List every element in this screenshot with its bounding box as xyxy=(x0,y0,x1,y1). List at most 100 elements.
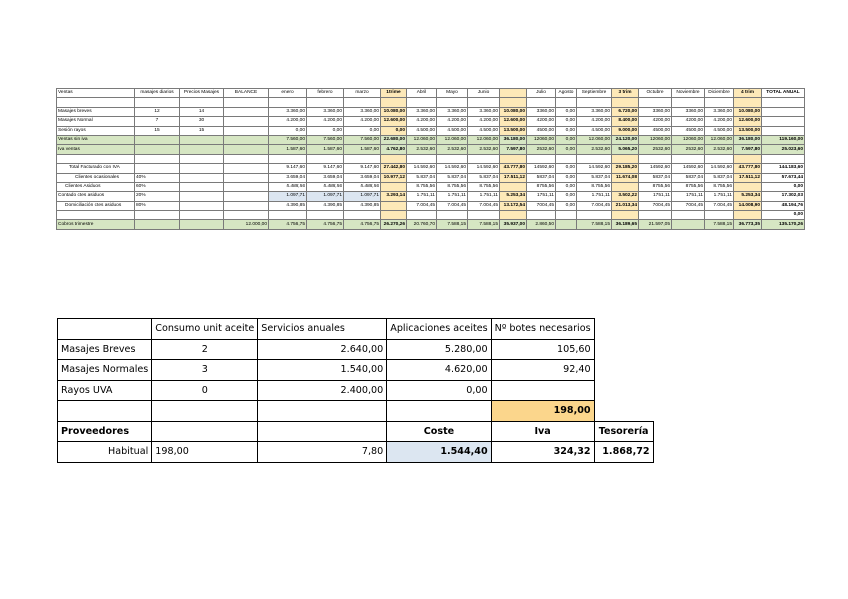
sheet-cell[interactable]: 3.360,00 xyxy=(406,106,437,118)
sheet-cell[interactable]: 4200,00 xyxy=(526,116,556,127)
sheet-cell[interactable]: 5.253,34 xyxy=(733,191,762,202)
sheet-cell[interactable]: 4.762,80 xyxy=(380,144,407,155)
sheet-cell[interactable]: 3.659,04 xyxy=(343,172,381,183)
sheet-cell[interactable]: 0,00 xyxy=(555,200,577,212)
sheet-cell[interactable]: 12.600,00 xyxy=(499,116,527,127)
sheet-cell[interactable] xyxy=(223,191,269,202)
sheet-header-cell[interactable]: marzo xyxy=(343,87,381,99)
sheet-cell[interactable]: 5.837,04 xyxy=(576,172,612,183)
sheet-cell[interactable]: 7.004,45 xyxy=(467,200,500,212)
provider-name[interactable]: Habitual xyxy=(56,441,153,463)
sheet-cell[interactable]: 1751,11 xyxy=(671,191,705,202)
sheet-cell[interactable]: 2532,60 xyxy=(638,144,672,155)
sheet-cell[interactable]: 4.500,00 xyxy=(576,125,612,136)
sheet-cell[interactable]: 6.720,00 xyxy=(611,106,639,118)
sheet-cell[interactable]: 8.755,56 xyxy=(467,181,500,193)
sheet-cell[interactable]: 43.777,80 xyxy=(733,163,762,174)
sheet-cell[interactable]: 3.293,14 xyxy=(380,191,407,202)
sheet-cell[interactable]: 2.532,60 xyxy=(406,144,437,155)
sheet-cell[interactable]: 4.500,00 xyxy=(704,125,734,136)
sheet-cell[interactable]: 7.004,45 xyxy=(704,200,734,212)
sheet-cell[interactable]: 80% xyxy=(134,200,180,212)
sheet-cell[interactable]: 0,00 xyxy=(380,125,407,136)
calc-header-cell[interactable]: Consumo unit aceite xyxy=(151,318,259,340)
sheet-cell[interactable] xyxy=(179,200,224,212)
sheet-cell[interactable]: 0,00 xyxy=(555,144,577,155)
sheet-cell[interactable] xyxy=(179,210,224,221)
calc-cell[interactable]: 4.620,00 xyxy=(386,359,492,381)
sheet-cell[interactable]: 1751,11 xyxy=(638,191,672,202)
sheet-header-cell[interactable]: Octubre xyxy=(638,87,672,99)
sheet-cell[interactable]: 0,00 xyxy=(555,172,577,183)
sheet-cell[interactable]: 5.253,34 xyxy=(499,191,527,202)
vat-value[interactable]: 324,32 xyxy=(490,441,595,463)
sheet-cell[interactable]: 2532,60 xyxy=(526,144,556,155)
sheet-cell[interactable]: 8.400,00 xyxy=(611,116,639,127)
sheet-cell[interactable]: 4.200,00 xyxy=(576,116,612,127)
sheet-cell[interactable] xyxy=(223,106,269,118)
sheet-cell[interactable]: 0,00 xyxy=(555,181,577,193)
sheet-cell[interactable]: 12060,00 xyxy=(526,134,556,146)
calc-cell[interactable]: 92,40 xyxy=(490,359,595,381)
sheet-cell[interactable]: 4500,00 xyxy=(671,125,705,136)
sheet-cell[interactable]: 9.147,60 xyxy=(306,163,344,174)
sheet-cell[interactable]: 2532,60 xyxy=(671,144,705,155)
sheet-cell[interactable]: 10.080,00 xyxy=(733,106,762,118)
sheet-cell[interactable] xyxy=(467,210,500,221)
sheet-cell[interactable]: 0,00 xyxy=(306,125,344,136)
sheet-cell[interactable] xyxy=(761,153,805,165)
sheet-cell[interactable] xyxy=(179,191,224,202)
sheet-cell[interactable]: 9.147,60 xyxy=(268,163,307,174)
sheet-cell[interactable]: 1.751,11 xyxy=(406,191,437,202)
sheet-header-cell[interactable]: Diciembre xyxy=(704,87,734,99)
sheet-cell[interactable] xyxy=(134,97,180,108)
sheet-cell[interactable]: 24.120,00 xyxy=(611,134,639,146)
sheet-header-cell[interactable]: Junio xyxy=(467,87,500,99)
sheet-cell[interactable]: 0,00 xyxy=(761,210,805,221)
sheet-cell[interactable]: 14.008,90 xyxy=(733,200,762,212)
sheet-cell[interactable]: 1.097,71 xyxy=(343,191,381,202)
sheet-cell[interactable]: Total Facturado con IVA xyxy=(56,163,135,174)
sheet-cell[interactable] xyxy=(761,125,805,136)
sheet-cell[interactable]: 5.837,04 xyxy=(704,172,734,183)
sheet-cell[interactable] xyxy=(406,210,437,221)
sheet-cell[interactable]: 4.756,75 xyxy=(268,219,307,230)
sheet-cell[interactable]: Contado ctes asiduos xyxy=(56,191,135,202)
sheet-cell[interactable]: 0,00 xyxy=(555,125,577,136)
sheet-cell[interactable]: 5.488,56 xyxy=(343,181,381,193)
sheet-cell[interactable] xyxy=(671,153,705,165)
sheet-header-cell[interactable]: Septiembre xyxy=(576,87,612,99)
calc-cell[interactable] xyxy=(151,400,259,422)
sheet-cell[interactable]: 4500,00 xyxy=(526,125,556,136)
sheet-cell[interactable]: 4.200,00 xyxy=(467,116,500,127)
sheet-cell[interactable]: 12.060,00 xyxy=(576,134,612,146)
sheet-cell[interactable] xyxy=(134,144,180,155)
sheet-cell[interactable]: 4.200,00 xyxy=(343,116,381,127)
sheet-cell[interactable] xyxy=(223,144,269,155)
calc-cell[interactable]: 7,80 xyxy=(257,441,388,463)
sheet-cell[interactable]: 0,00 xyxy=(555,106,577,118)
sheet-cell[interactable]: 2.532,60 xyxy=(704,144,734,155)
sheet-cell[interactable] xyxy=(611,181,639,193)
sheet-cell[interactable] xyxy=(56,210,135,221)
sheet-cell[interactable]: 20.760,70 xyxy=(406,219,437,230)
sheet-cell[interactable] xyxy=(380,97,407,108)
sheet-cell[interactable]: Sesión rayos xyxy=(56,125,135,136)
sheet-cell[interactable]: 29.185,20 xyxy=(611,163,639,174)
calc-header-cell[interactable] xyxy=(56,318,153,340)
sheet-cell[interactable]: 17.511,12 xyxy=(733,172,762,183)
sheet-cell[interactable]: 1.587,60 xyxy=(268,144,307,155)
sheet-cell[interactable] xyxy=(343,97,381,108)
calc-cell[interactable]: 2.400,00 xyxy=(257,379,388,401)
sheet-cell[interactable]: 5.065,20 xyxy=(611,144,639,155)
sheet-cell[interactable]: 12.060,00 xyxy=(467,134,500,146)
sheet-cell[interactable]: 1.097,71 xyxy=(268,191,307,202)
sheet-cell[interactable] xyxy=(761,116,805,127)
sheet-cell[interactable]: 4200,00 xyxy=(638,116,672,127)
sheet-cell[interactable]: Cobros trimestre xyxy=(56,219,135,230)
sheet-cell[interactable] xyxy=(611,97,639,108)
sheet-header-cell[interactable]: 3 trim xyxy=(611,87,639,99)
sheet-cell[interactable] xyxy=(134,219,180,230)
sheet-cell[interactable]: 3360,00 xyxy=(671,106,705,118)
calc-cell[interactable]: 2 xyxy=(151,338,259,360)
